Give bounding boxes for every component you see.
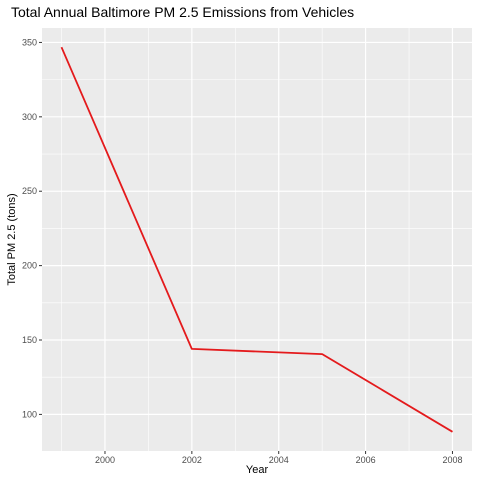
x-tick-label: 2000 xyxy=(95,455,115,465)
x-tick-label: 2004 xyxy=(269,455,289,465)
y-axis-title: Total PM 2.5 (tons) xyxy=(6,193,18,285)
y-tick-label: 200 xyxy=(22,261,37,271)
series-line xyxy=(60,46,453,433)
x-axis-title: Year xyxy=(246,464,269,476)
minor-gridlines xyxy=(42,28,472,451)
y-tick-label: 150 xyxy=(22,335,37,345)
y-tick-label: 350 xyxy=(22,37,37,47)
plot-panel xyxy=(42,28,472,451)
y-tick-label: 100 xyxy=(22,409,37,419)
x-tick-label: 2006 xyxy=(356,455,376,465)
y-tick-label: 300 xyxy=(22,112,37,122)
chart-title: Total Annual Baltimore PM 2.5 Emissions … xyxy=(11,4,354,20)
x-tick-label: 2002 xyxy=(182,455,202,465)
y-tick-label: 250 xyxy=(22,186,37,196)
x-axis: 2000 2002 2004 2006 2008 xyxy=(95,451,462,465)
major-gridlines xyxy=(42,28,472,451)
series-layer xyxy=(60,46,453,433)
y-axis: 100 150 200 250 300 350 xyxy=(22,37,42,419)
x-tick-label: 2008 xyxy=(442,455,462,465)
